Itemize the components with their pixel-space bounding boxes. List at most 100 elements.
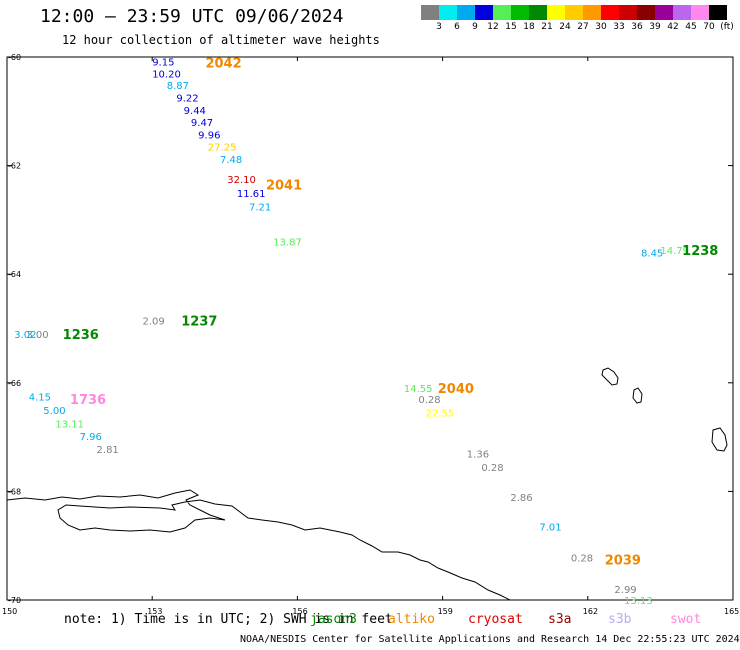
legend-label: 3 bbox=[436, 22, 442, 32]
wave-height-value: 0.28 bbox=[571, 554, 593, 565]
wave-height-value: 0.28 bbox=[418, 395, 440, 406]
wave-height-value: 13.13 bbox=[624, 596, 653, 607]
legend-swatches bbox=[421, 5, 727, 20]
wave-height-value: 7.48 bbox=[220, 155, 242, 166]
legend-label: 42 bbox=[667, 22, 679, 32]
satellite-legend-item: s3b bbox=[608, 612, 632, 627]
coastline bbox=[6, 367, 728, 601]
footer-note: note: 1) Time is in UTC; 2) SWH is in fe… bbox=[64, 612, 393, 627]
map-frame bbox=[6, 56, 734, 601]
page-title: 12:00 – 23:59 UTC 09/06/2024 bbox=[40, 6, 344, 27]
island-2 bbox=[632, 387, 643, 404]
legend-swatch bbox=[547, 5, 565, 20]
legend-label: (ft) bbox=[720, 22, 734, 32]
wave-height-value: 32.10 bbox=[227, 175, 256, 186]
wave-height-value: 0.28 bbox=[481, 463, 503, 474]
pass-id-label: 1736 bbox=[70, 393, 106, 408]
legend-label: 45 bbox=[685, 22, 697, 32]
legend-swatch bbox=[475, 5, 493, 20]
legend-label: 6 bbox=[454, 22, 460, 32]
satellite-legend-item: jason3 bbox=[310, 612, 357, 627]
wave-height-value: 4.15 bbox=[29, 392, 51, 403]
pass-id-label: 1236 bbox=[63, 328, 99, 343]
wave-height-value: 3.00 bbox=[26, 330, 48, 341]
legend-label: 9 bbox=[472, 22, 478, 32]
legend-swatch bbox=[601, 5, 619, 20]
legend-swatch bbox=[637, 5, 655, 20]
pass-id-label: 2039 bbox=[605, 553, 641, 568]
legend-swatch bbox=[457, 5, 475, 20]
legend-swatch bbox=[655, 5, 673, 20]
lon-tick-label: 162 bbox=[583, 607, 598, 616]
wave-height-value: 14.79 bbox=[660, 246, 689, 257]
legend-label: 15 bbox=[505, 22, 517, 32]
legend-label: 30 bbox=[595, 22, 607, 32]
island-1 bbox=[601, 367, 619, 386]
pass-id-label: 2041 bbox=[266, 179, 302, 194]
footer-credit: NOAA/NESDIS Center for Satellite Applica… bbox=[240, 634, 740, 645]
legend-swatch bbox=[565, 5, 583, 20]
wave-height-value: 7.01 bbox=[539, 523, 561, 534]
lat-tick-label: -62 bbox=[8, 162, 21, 171]
wave-height-value: 27.25 bbox=[208, 143, 237, 154]
wave-height-value: 1.36 bbox=[467, 449, 489, 460]
satellite-legend-item: swot bbox=[670, 612, 702, 627]
lat-tick-label: -68 bbox=[8, 487, 21, 496]
pass-id-label: 2040 bbox=[438, 382, 474, 397]
antarctic-coastline bbox=[6, 489, 511, 601]
island-3 bbox=[711, 427, 728, 452]
legend-swatch bbox=[619, 5, 637, 20]
satellite-legend-item: s3a bbox=[548, 612, 572, 627]
wave-height-value: 3.02 bbox=[14, 330, 36, 341]
legend-label: 39 bbox=[649, 22, 661, 32]
axis-ticks: 150 153 156 159 162 165 -60 -62 -64 -66 -68 -70 bbox=[2, 53, 739, 616]
legend-swatch bbox=[421, 5, 439, 20]
legend-swatch bbox=[673, 5, 691, 20]
wave-height-value: 2.86 bbox=[510, 493, 532, 504]
legend-label: 70 bbox=[703, 22, 715, 32]
pass-id-label: 1238 bbox=[682, 244, 718, 259]
map-grid bbox=[6, 56, 734, 601]
wave-height-value: 9.96 bbox=[198, 131, 220, 142]
wave-height-value: 9.47 bbox=[191, 118, 213, 129]
legend-swatch bbox=[583, 5, 601, 20]
lat-tick-label: -60 bbox=[8, 53, 21, 62]
lat-tick-label: -70 bbox=[8, 596, 21, 605]
lat-tick-label: -64 bbox=[8, 270, 21, 279]
wave-height-value: 9.15 bbox=[152, 57, 174, 68]
wave-height-value: 9.44 bbox=[184, 106, 206, 117]
legend-label: 18 bbox=[523, 22, 535, 32]
wave-height-value: 7.21 bbox=[249, 202, 271, 213]
legend-label: 24 bbox=[559, 22, 571, 32]
legend-label: 21 bbox=[541, 22, 553, 32]
wave-height-value: 10.20 bbox=[152, 69, 181, 80]
wave-height-value: 14.55 bbox=[404, 384, 433, 395]
legend-swatch bbox=[493, 5, 511, 20]
wave-height-value: 2.99 bbox=[614, 585, 636, 596]
legend-swatch bbox=[511, 5, 529, 20]
pass-id-label: 2042 bbox=[205, 56, 241, 71]
wave-height-value: 22.55 bbox=[426, 409, 455, 420]
page-subtitle: 12 hour collection of altimeter wave hei… bbox=[62, 33, 380, 47]
lon-tick-label: 150 bbox=[2, 607, 17, 616]
legend-swatch bbox=[691, 5, 709, 20]
wave-height-value: 11.61 bbox=[237, 189, 266, 200]
wave-height-value: 7.96 bbox=[80, 432, 102, 443]
satellite-ids: 2042 2041 1238 1236 1237 2040 1736 2039 bbox=[63, 56, 719, 568]
wave-height-value: 8.45 bbox=[641, 248, 663, 259]
legend-swatch bbox=[709, 5, 727, 20]
legend-swatch bbox=[439, 5, 457, 20]
legend-label: 36 bbox=[631, 22, 643, 32]
legend-swatch bbox=[529, 5, 547, 20]
legend-label: 12 bbox=[487, 22, 499, 32]
satellite-legend-item: cryosat bbox=[468, 612, 523, 627]
wave-height-value: 8.87 bbox=[167, 81, 189, 92]
legend-label: 27 bbox=[577, 22, 589, 32]
wave-height-value: 9.22 bbox=[176, 94, 198, 105]
lon-tick-label: 153 bbox=[147, 607, 162, 616]
legend-label: 33 bbox=[613, 22, 625, 32]
wave-height-value: 13.87 bbox=[273, 238, 302, 249]
lon-tick-label: 165 bbox=[724, 607, 739, 616]
